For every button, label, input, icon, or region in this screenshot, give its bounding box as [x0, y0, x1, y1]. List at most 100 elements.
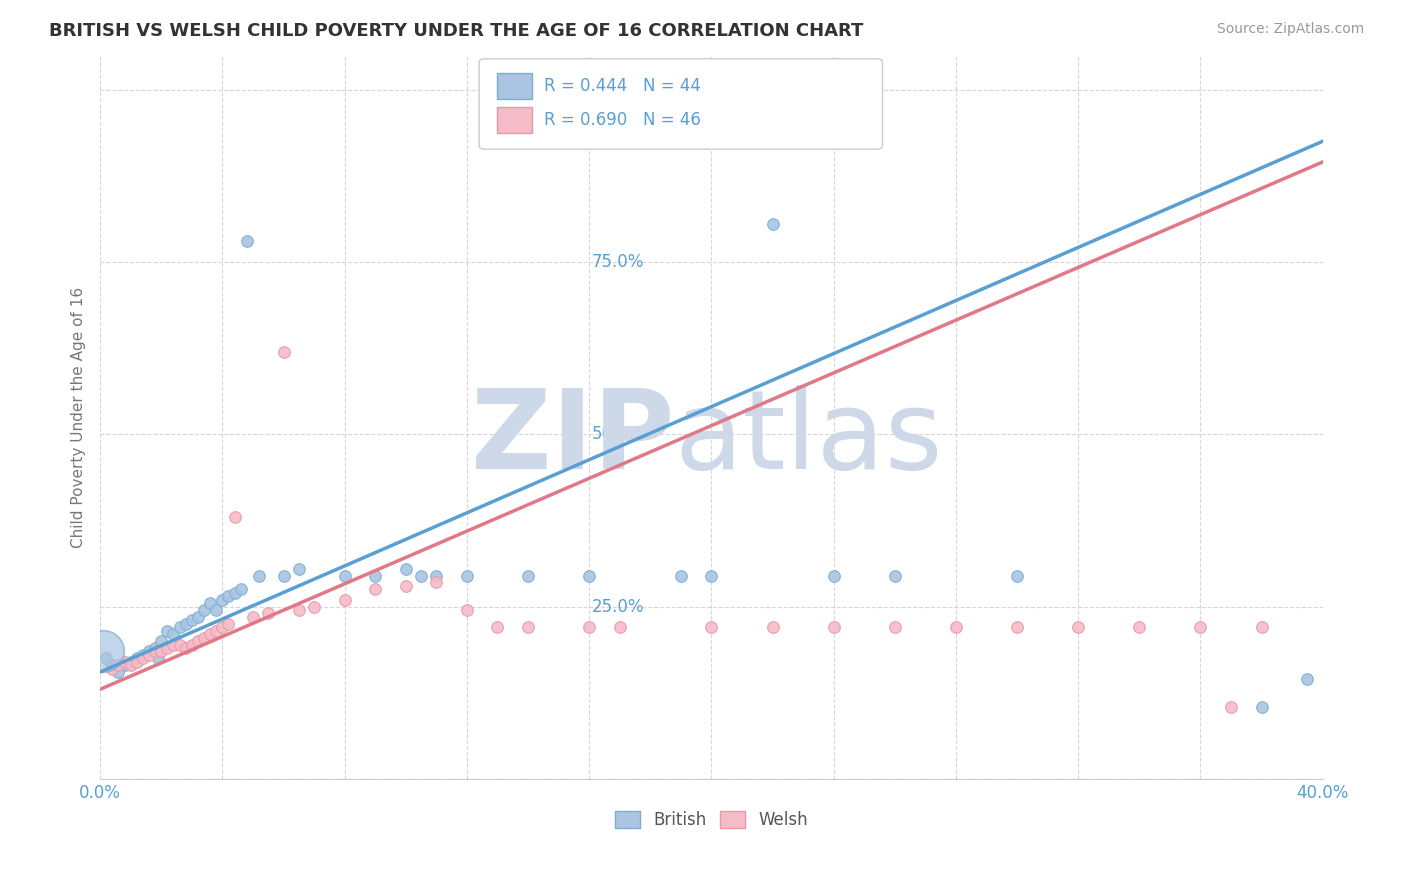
Point	[409, 568, 432, 582]
Point	[883, 568, 905, 582]
Point	[180, 638, 202, 652]
Legend: British, Welsh: British, Welsh	[609, 805, 814, 836]
Point	[578, 620, 600, 634]
Point	[1189, 620, 1212, 634]
Point	[96, 651, 118, 665]
Point	[669, 568, 692, 582]
Point	[1067, 620, 1090, 634]
Point	[211, 592, 233, 607]
Point	[107, 658, 129, 673]
Point	[1128, 620, 1150, 634]
Point	[187, 634, 209, 648]
Point	[236, 234, 259, 248]
Point	[174, 640, 197, 655]
Point	[288, 562, 311, 576]
Point	[148, 651, 170, 665]
Text: R = 0.690   N = 46: R = 0.690 N = 46	[544, 112, 700, 129]
Point	[162, 638, 184, 652]
Point	[242, 610, 264, 624]
Point	[224, 586, 246, 600]
Point	[945, 620, 967, 634]
Text: BRITISH VS WELSH CHILD POVERTY UNDER THE AGE OF 16 CORRELATION CHART: BRITISH VS WELSH CHILD POVERTY UNDER THE…	[49, 22, 863, 40]
Point	[125, 651, 148, 665]
Text: 75.0%: 75.0%	[592, 253, 644, 271]
Point	[114, 658, 136, 673]
Point	[288, 603, 311, 617]
FancyBboxPatch shape	[498, 73, 531, 99]
Point	[883, 620, 905, 634]
Text: R = 0.444   N = 44: R = 0.444 N = 44	[544, 78, 700, 95]
Point	[101, 658, 124, 673]
Point	[302, 599, 325, 614]
Point	[218, 616, 240, 631]
Point	[114, 655, 136, 669]
Point	[218, 589, 240, 603]
Point	[257, 607, 280, 621]
Point	[169, 620, 191, 634]
Text: 25.0%: 25.0%	[592, 598, 644, 615]
Point	[198, 627, 221, 641]
Point	[125, 655, 148, 669]
Point	[517, 620, 540, 634]
Point	[486, 620, 509, 634]
Point	[1250, 699, 1272, 714]
Point	[132, 648, 155, 662]
Point	[700, 568, 723, 582]
Point	[180, 613, 202, 627]
Text: 50.0%: 50.0%	[592, 425, 644, 443]
Point	[823, 568, 845, 582]
Point	[700, 620, 723, 634]
Point	[193, 631, 215, 645]
Point	[823, 620, 845, 634]
Point	[1296, 672, 1319, 686]
Point	[1219, 699, 1241, 714]
Text: 100.0%: 100.0%	[592, 80, 655, 99]
Point	[162, 627, 184, 641]
Point	[1005, 568, 1028, 582]
Point	[395, 562, 418, 576]
Point	[578, 568, 600, 582]
Point	[333, 592, 356, 607]
Point	[425, 575, 447, 590]
Point	[101, 662, 124, 676]
Point	[193, 603, 215, 617]
Point	[1005, 620, 1028, 634]
Point	[229, 582, 252, 597]
Point	[198, 596, 221, 610]
Y-axis label: Child Poverty Under the Age of 16: Child Poverty Under the Age of 16	[72, 286, 86, 548]
Point	[211, 620, 233, 634]
Point	[364, 582, 387, 597]
FancyBboxPatch shape	[479, 59, 883, 149]
Point	[107, 665, 129, 679]
Point	[120, 655, 142, 669]
Point	[456, 568, 478, 582]
Point	[425, 568, 447, 582]
Point	[138, 648, 160, 662]
Text: Source: ZipAtlas.com: Source: ZipAtlas.com	[1216, 22, 1364, 37]
Text: ZIP: ZIP	[471, 385, 675, 492]
Point	[156, 640, 179, 655]
Point	[91, 644, 114, 658]
Point	[187, 610, 209, 624]
FancyBboxPatch shape	[498, 107, 531, 133]
Point	[205, 624, 228, 638]
Point	[169, 638, 191, 652]
Point	[1250, 620, 1272, 634]
Point	[395, 579, 418, 593]
Point	[224, 510, 246, 524]
Point	[761, 620, 783, 634]
Point	[132, 651, 155, 665]
Point	[143, 640, 166, 655]
Point	[609, 620, 631, 634]
Point	[120, 658, 142, 673]
Point	[150, 634, 173, 648]
Point	[517, 568, 540, 582]
Point	[333, 568, 356, 582]
Point	[273, 568, 295, 582]
Point	[156, 624, 179, 638]
Point	[456, 603, 478, 617]
Point	[273, 344, 295, 359]
Point	[138, 644, 160, 658]
Point	[174, 616, 197, 631]
Point	[364, 568, 387, 582]
